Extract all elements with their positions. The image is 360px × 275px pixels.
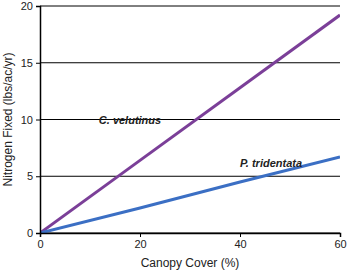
tick: 40: [234, 233, 246, 250]
grid-line: [40, 62, 340, 63]
series-line: [40, 157, 340, 233]
tick: 20: [21, 0, 40, 12]
plot: 0 20 40 60 0 5 10 15 20 C. velutinus P. tridentata: [21, 0, 347, 250]
tick-mark: [240, 233, 241, 237]
series-line: [40, 15, 340, 233]
axis-line: [41, 234, 341, 238]
tick: 0: [27, 227, 40, 239]
series-label: C. velutinus: [99, 114, 161, 126]
tick-label: 20: [134, 238, 146, 250]
tick: 15: [21, 57, 40, 69]
tick: 60: [334, 233, 346, 250]
tick-label: 20: [21, 0, 33, 12]
tick-label: 0: [37, 238, 43, 250]
tick-label: 10: [21, 114, 33, 126]
y-axis: 0 5 10 15 20: [21, 0, 41, 239]
tick-mark: [340, 233, 341, 237]
grid-line: [40, 176, 340, 177]
tick: 5: [27, 170, 40, 182]
series-label: P. tridentata: [240, 157, 302, 169]
tick-label: 15: [21, 57, 33, 69]
x-axis: 0 20 40 60: [37, 233, 346, 250]
lines: [40, 15, 340, 233]
chart: 0 20 40 60 0 5 10 15 20 C. velutinus P. tridentata…: [0, 0, 360, 275]
tick-mark: [36, 120, 40, 121]
tick: 10: [21, 114, 40, 126]
grid: [40, 6, 340, 233]
tick-mark: [36, 6, 40, 7]
y-axis-title: Nitrogen Fixed (lbs/ac/yr): [1, 52, 15, 186]
tick-mark: [36, 176, 40, 177]
tick: 20: [134, 233, 146, 250]
tick-label: 40: [234, 238, 246, 250]
axis-line: [36, 7, 41, 234]
tick-label: 5: [27, 170, 33, 182]
tick-mark: [140, 233, 141, 237]
tick: 0: [37, 233, 43, 250]
tick-mark: [36, 63, 40, 64]
tick-mark: [36, 233, 40, 234]
grid-line: [40, 119, 340, 120]
x-axis-title: Canopy Cover (%): [141, 256, 240, 270]
tick-label: 60: [334, 238, 346, 250]
grid-line: [40, 6, 340, 7]
tick-label: 0: [27, 227, 33, 239]
